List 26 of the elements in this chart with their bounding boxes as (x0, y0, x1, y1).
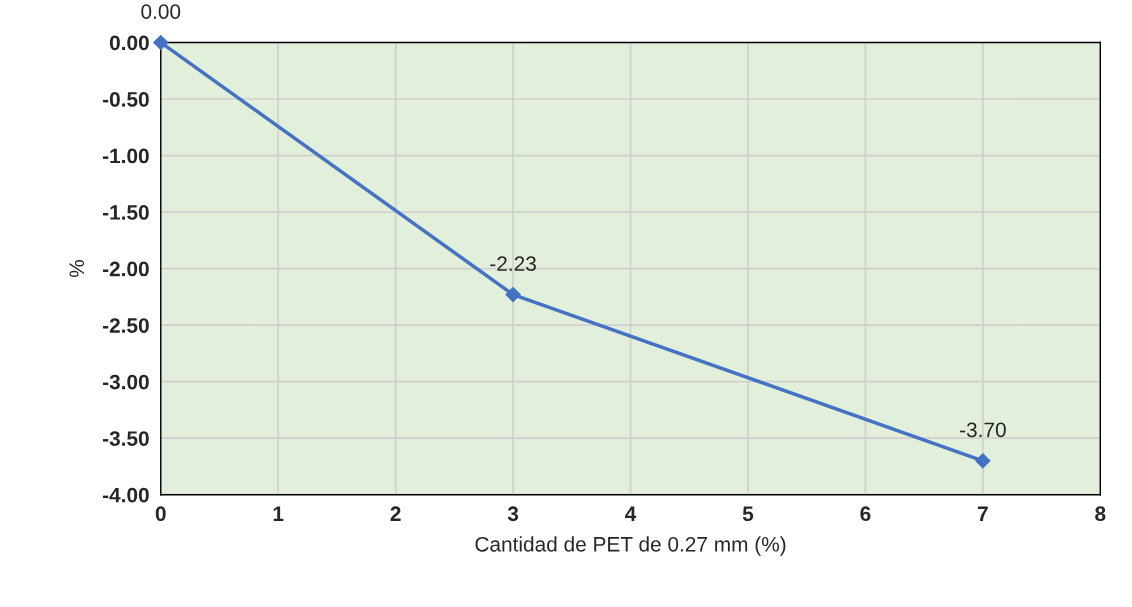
y-tick-label: -0.50 (102, 92, 149, 107)
x-tick-label: 0 (155, 506, 166, 522)
x-tick-label: 5 (742, 506, 754, 522)
data-label: 0.00 (141, 4, 181, 19)
y-tick-label: -3.50 (102, 431, 149, 446)
y-tick-label: 0.00 (109, 35, 149, 51)
y-tick-label: -4.00 (102, 487, 149, 503)
y-tick-label: -3.00 (102, 374, 149, 390)
y-tick-label: -1.50 (102, 205, 149, 220)
y-axis-title: % (69, 260, 85, 278)
data-label: -2.23 (490, 256, 536, 272)
point (505, 287, 521, 303)
y-tick-label: -2.00 (102, 261, 149, 277)
x-tick-label: 3 (507, 506, 519, 522)
y-tick-label: -2.50 (102, 318, 149, 333)
y-tick-label: -1.00 (102, 148, 149, 164)
x-tick-label: 4 (625, 506, 637, 521)
data-label: -3.70 (960, 422, 1006, 438)
x-tick-label: 8 (1095, 506, 1106, 522)
point (975, 453, 991, 469)
point (153, 34, 169, 51)
x-tick-label: 6 (860, 506, 871, 522)
x-tick-label: 2 (390, 506, 401, 521)
x-tick-label: 7 (977, 506, 988, 521)
x-axis-title: Cantidad de PET de 0.27 mm (%) (475, 536, 786, 556)
x-tick-label: 1 (273, 506, 284, 521)
